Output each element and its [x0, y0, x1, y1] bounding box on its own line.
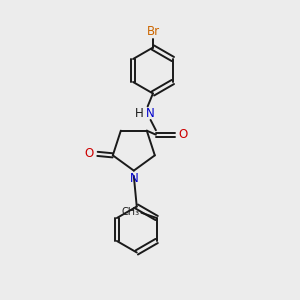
Text: CH₃: CH₃ [122, 207, 140, 217]
Text: N: N [129, 172, 138, 185]
Text: N: N [146, 107, 155, 120]
Text: O: O [84, 147, 93, 161]
Text: O: O [178, 128, 188, 141]
Text: H: H [135, 107, 144, 120]
Text: Br: Br [146, 25, 160, 38]
